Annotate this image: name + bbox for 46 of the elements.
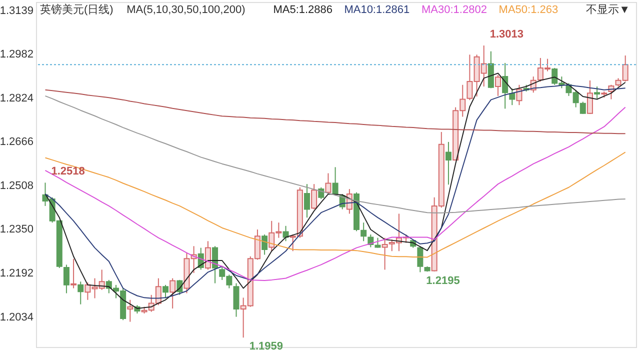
candlestick (70, 258, 77, 289)
candlestick (204, 240, 211, 270)
text: MA50:1.263 (498, 4, 558, 16)
chart-subtitle: MA(5,10,30,50,100,200) (126, 4, 246, 16)
candlestick (495, 74, 501, 96)
candlestick (170, 278, 176, 309)
candlestick (594, 86, 600, 99)
annotation: 1.1959 (249, 340, 283, 350)
candlestick (502, 62, 508, 110)
y-tick-label: 1.2034 (0, 311, 34, 324)
y-tick-label: 1.2508 (0, 180, 34, 192)
y-tick-label: 1.2350 (0, 224, 34, 236)
candlestick (332, 166, 338, 196)
line-series (44, 95, 626, 214)
y-tick-label: 1.2666 (0, 136, 34, 148)
y-tick-label: 1.2192 (0, 268, 34, 280)
annotation: 不显示▼ (586, 4, 630, 16)
candlestick (282, 225, 289, 242)
line-series (44, 89, 626, 134)
candlestick (63, 264, 70, 294)
text: MA30:1.2802 (422, 4, 487, 16)
candlestick (509, 88, 516, 106)
candlestick (325, 172, 332, 195)
candlestick (162, 284, 169, 299)
candlestick (78, 281, 84, 305)
annotation: 1.2195 (426, 275, 460, 288)
candlestick (586, 80, 593, 114)
annotation: 1.3013 (490, 28, 524, 41)
annotation: 1.2518 (51, 166, 85, 178)
candlestick (445, 141, 452, 186)
text: MA5:1.2886 (273, 4, 333, 16)
candlestick (374, 237, 381, 248)
candlestick (311, 184, 318, 210)
candlestick (417, 246, 424, 273)
candlestick (580, 101, 586, 114)
candlestick (233, 282, 240, 318)
y-tick-label: 1.2824 (0, 92, 34, 104)
candlestick (262, 234, 268, 256)
candlestick (488, 50, 494, 89)
text: MA10:1.2861 (344, 4, 410, 16)
candlestick (360, 222, 367, 242)
candlestick (304, 184, 310, 218)
y-tick-label: 1.2982 (0, 48, 34, 61)
y-tick-label: 1.3139 (0, 5, 34, 18)
chart-title: 英镑美元(日线) (40, 3, 114, 16)
candlestick (127, 299, 134, 322)
